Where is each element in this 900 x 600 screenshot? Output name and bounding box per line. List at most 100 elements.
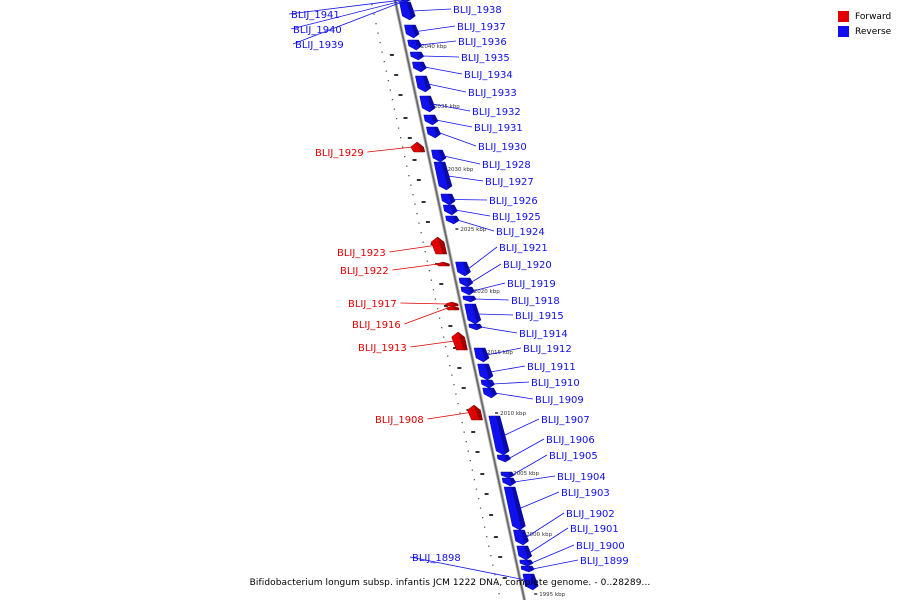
guide-dot — [373, 13, 375, 15]
gene-leader-line — [409, 556, 536, 583]
gene-label: BLIJ_1914 — [519, 329, 568, 340]
gene-blij_1913[interactable]: BLIJ_1913 — [358, 331, 468, 354]
gene-blij_1926[interactable]: BLIJ_1926 — [440, 193, 538, 207]
gene-leader-line — [367, 146, 413, 153]
gene-leader-line — [410, 340, 455, 348]
guide-dot — [430, 279, 432, 281]
gene-blij_1924[interactable]: BLIJ_1924 — [445, 215, 545, 238]
gene-blij_1925[interactable]: BLIJ_1925 — [442, 204, 541, 223]
gene-blij_1904[interactable]: BLIJ_1904 — [501, 472, 606, 487]
gene-blij_1903[interactable]: BLIJ_1903 — [503, 486, 610, 531]
gene-label: BLIJ_1908 — [375, 415, 424, 426]
gene-arrow-shade — [417, 142, 425, 152]
gene-leader-line — [494, 392, 534, 400]
gene-arrow-shade — [431, 115, 438, 124]
guide-dot — [428, 270, 430, 272]
gene-blij_1899[interactable]: BLIJ_1899 — [520, 556, 629, 573]
gene-blij_1935[interactable]: BLIJ_1935 — [409, 51, 510, 64]
guide-dot — [426, 260, 428, 262]
gene-blij_1919[interactable]: BLIJ_1919 — [460, 279, 556, 296]
gene-blij_1912[interactable]: BLIJ_1912 — [473, 344, 572, 363]
gene-blij_1906[interactable]: BLIJ_1906 — [496, 435, 595, 463]
guide-dot — [387, 80, 389, 82]
gene-blij_1932[interactable]: BLIJ_1932 — [419, 95, 521, 118]
gene-arrow-shade — [406, 2, 416, 19]
gene-blij_1901[interactable]: BLIJ_1901 — [516, 524, 619, 561]
guide-dot — [422, 241, 424, 243]
gene-blij_1898[interactable]: BLIJ_1898 — [409, 553, 539, 591]
gene-blij_1928[interactable]: BLIJ_1928 — [431, 149, 531, 171]
gene-label: BLIJ_1930 — [478, 142, 527, 153]
gene-blij_1921[interactable]: BLIJ_1921 — [455, 243, 548, 277]
gene-label: BLIJ_1924 — [496, 227, 545, 238]
gene-blij_1933[interactable]: BLIJ_1933 — [415, 75, 517, 99]
guide-dot — [488, 545, 490, 547]
scale-label: 2015 kbp — [487, 350, 513, 356]
gene-leader-line — [424, 66, 463, 75]
gene-blij_1922[interactable]: BLIJ_1922 — [340, 261, 450, 277]
gene-blij_1908[interactable]: BLIJ_1908 — [375, 404, 483, 426]
gene-blij_1939[interactable]: BLIJ_1939 — [292, 0, 411, 51]
guide-dot — [477, 498, 480, 500]
guide-dot — [498, 593, 500, 595]
gene-blij_1909[interactable]: BLIJ_1909 — [482, 387, 584, 406]
gene-blij_1914[interactable]: BLIJ_1914 — [468, 323, 568, 340]
gene-blij_1916[interactable]: BLIJ_1916 — [352, 305, 460, 331]
gene-label: BLIJ_1904 — [557, 472, 606, 483]
guide-dot — [486, 536, 488, 538]
legend-forward: Forward — [838, 9, 891, 24]
guide-dot — [492, 564, 494, 566]
gene-arrow-shade — [473, 405, 483, 420]
gene-leader-line — [457, 219, 495, 232]
guide-dot — [436, 308, 439, 310]
gene-leader-line — [435, 119, 473, 128]
gene-blij_1917[interactable]: BLIJ_1917 — [348, 299, 459, 310]
gene-blij_1936[interactable]: BLIJ_1936 — [407, 37, 507, 51]
gene-blij_1927[interactable]: BLIJ_1927 — [433, 161, 534, 191]
forward-swatch — [838, 11, 849, 22]
gene-label: BLIJ_1922 — [340, 266, 389, 277]
gene-leader-line — [422, 55, 460, 58]
gene-label: BLIJ_1928 — [482, 160, 531, 171]
gene-blij_1930[interactable]: BLIJ_1930 — [426, 126, 527, 153]
gene-blij_1938[interactable]: BLIJ_1938 — [399, 1, 502, 21]
gene-leader-line — [292, 0, 409, 45]
gene-leader-line — [400, 302, 447, 305]
guide-dot — [463, 431, 465, 433]
gene-label: BLIJ_1916 — [352, 320, 401, 331]
guide-dot — [406, 165, 408, 167]
gene-blij_1937[interactable]: BLIJ_1937 — [404, 22, 506, 39]
gene-blij_1931[interactable]: BLIJ_1931 — [423, 114, 523, 134]
gene-label: BLIJ_1903 — [561, 488, 610, 499]
gene-label: BLIJ_1918 — [511, 296, 560, 307]
gene-blij_1911[interactable]: BLIJ_1911 — [477, 362, 576, 381]
scale-label: 2025 kbp — [460, 227, 486, 233]
gene-arrow-shade — [489, 388, 497, 397]
gene-arrow-shade — [426, 96, 436, 111]
guide-dot — [438, 317, 441, 319]
guide-dot — [494, 574, 496, 576]
guide-dot — [447, 355, 449, 357]
gene-leader-line — [443, 155, 481, 165]
guide-dot — [475, 488, 478, 490]
gene-label: BLIJ_1935 — [461, 53, 510, 64]
gene-leader-line — [512, 454, 548, 476]
gene-blij_1907[interactable]: BLIJ_1907 — [488, 415, 590, 456]
legend-reverse-label: Reverse — [855, 26, 892, 37]
legend-forward-label: Forward — [855, 11, 892, 22]
gene-blij_1929[interactable]: BLIJ_1929 — [315, 141, 426, 159]
guide-dot — [400, 137, 402, 139]
gene-blij_1920[interactable]: BLIJ_1920 — [458, 260, 552, 288]
guide-dot — [459, 412, 461, 414]
gene-blij_1934[interactable]: BLIJ_1934 — [412, 61, 513, 81]
gene-label: BLIJ_1925 — [492, 212, 541, 223]
gene-blij_1905[interactable]: BLIJ_1905 — [500, 451, 598, 479]
gene-blij_1923[interactable]: BLIJ_1923 — [337, 236, 448, 259]
gene-blij_1910[interactable]: BLIJ_1910 — [480, 378, 580, 389]
gene-blij_1900[interactable]: BLIJ_1900 — [519, 541, 625, 567]
gene-label: BLIJ_1911 — [527, 362, 576, 373]
gene-blij_1902[interactable]: BLIJ_1902 — [513, 509, 615, 546]
gene-leader-line — [513, 475, 556, 483]
gene-blij_1918[interactable]: BLIJ_1918 — [462, 295, 560, 307]
gene-blij_1915[interactable]: BLIJ_1915 — [464, 303, 564, 325]
